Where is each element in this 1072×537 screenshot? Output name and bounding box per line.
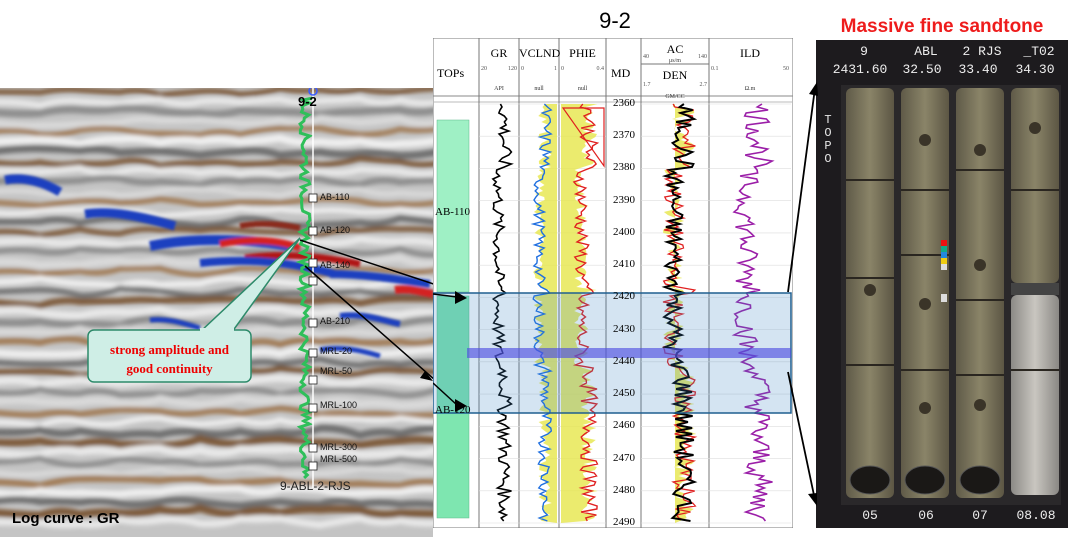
track-unit: API — [494, 86, 504, 92]
core-column-4-lower — [1011, 295, 1059, 495]
track-unit: null — [577, 86, 588, 92]
track-name-phie: PHIE — [569, 46, 596, 60]
core-photo-image — [816, 40, 1068, 528]
depth-label: 2370 — [613, 129, 635, 142]
top-label-ab110: AB-110 — [435, 206, 471, 218]
track-name-ac: AC — [666, 42, 684, 56]
log-curve-label: Log curve : GR — [12, 510, 120, 527]
core-photo-title: Massive fine sandtone — [840, 16, 1044, 37]
depth-label: 2380 — [613, 161, 635, 174]
md-header: MD — [611, 66, 631, 80]
core-arrows — [787, 82, 818, 506]
horizon-label: MRL-100 — [320, 400, 358, 410]
core-column-2 — [901, 88, 949, 498]
thin-band — [467, 348, 791, 358]
horizon-label: AB-210 — [320, 316, 351, 326]
depth-label: 2490 — [613, 516, 635, 528]
depth-label: 2390 — [613, 193, 635, 206]
seismic-section-panel: strong amplitude and good continuity 9-2… — [0, 88, 433, 537]
depth-label: 2470 — [613, 451, 635, 464]
track-max: 1 — [554, 66, 557, 72]
core-header-depth: 32.50 — [902, 62, 942, 77]
track-max: 0.4 — [596, 66, 605, 72]
track-unit: null — [534, 86, 544, 92]
core-box-number: 08.08 — [1016, 508, 1056, 523]
callout-line-2: good continuity — [126, 361, 213, 376]
well-label-bottom: 9-ABL-2-RJS — [280, 479, 351, 493]
track-unit: μs/m — [669, 58, 681, 64]
horizon-label: MRL-50 — [320, 366, 353, 376]
track-min: 1.7 — [643, 82, 651, 88]
track-min: 0 — [561, 66, 564, 72]
well-log-chart — [432, 37, 794, 529]
core-header-depth: 34.30 — [1015, 62, 1055, 77]
core-column-3 — [956, 88, 1004, 498]
well-name-label: 9-2 — [298, 94, 317, 109]
track-name-ild: ILD — [740, 46, 760, 60]
horizon-label: AB-140 — [320, 260, 351, 270]
track-name-gr: GR — [490, 46, 508, 60]
horizon-label: MRL-500 — [320, 454, 358, 464]
depth-label: 2410 — [613, 258, 635, 271]
track-max: 140 — [698, 54, 707, 60]
horizon-label: MRL-20 — [320, 346, 353, 356]
tops-header: TOPs — [437, 66, 465, 80]
top-block-ab110 — [436, 119, 470, 293]
callout-box — [87, 329, 252, 383]
seismic-section-image — [0, 88, 433, 537]
depth-label: 2420 — [613, 290, 635, 303]
core-column-4-upper — [1011, 88, 1059, 283]
track-min: 20 — [481, 66, 487, 72]
core-header-top: 9 — [860, 44, 868, 59]
core-header-depth: 2431.60 — [832, 62, 888, 77]
core-box-number: 07 — [972, 508, 988, 523]
figure-title: 9-2 — [599, 8, 631, 33]
core-header-top: ABL — [914, 44, 938, 59]
depth-label: 2450 — [613, 387, 635, 400]
depth-label: 2480 — [613, 483, 635, 496]
top-label-ab120: AB-120 — [435, 404, 471, 416]
horizon-label: MRL-300 — [320, 442, 358, 452]
track-max: 2.7 — [699, 82, 708, 88]
core-header-depth: 33.40 — [958, 62, 998, 77]
track-min: 0.1 — [711, 66, 719, 72]
track-unit: GM/CC — [665, 94, 685, 100]
core-box-number: 05 — [862, 508, 878, 523]
horizon-label: AB-110 — [320, 192, 350, 202]
horizon-label: AB-120 — [320, 225, 351, 235]
track-name-vclnd: VCLND — [519, 46, 561, 60]
depth-label: 2360 — [613, 97, 635, 109]
depth-label: 2400 — [613, 225, 635, 238]
core-header-top: _T02 — [1023, 44, 1055, 59]
track-max: 120 — [508, 66, 517, 72]
track-unit: Ω.m — [744, 86, 756, 92]
track-max: 50 — [783, 66, 789, 72]
depth-label: 2460 — [613, 419, 635, 432]
gr-log-trace — [295, 96, 315, 480]
well-log-panel: TOPs MD GR 20 120 API VCLND 0 1 null PHIE 0 0.4 nul… — [432, 37, 794, 529]
depth-label: 2440 — [613, 354, 635, 367]
track-min: 40 — [643, 54, 649, 60]
track-name-den: DEN — [662, 68, 688, 82]
depth-label: 2430 — [613, 322, 635, 335]
core-header-top: 2 RJS — [962, 44, 1002, 59]
core-box-number: 06 — [918, 508, 934, 523]
track-min: 0 — [521, 66, 524, 72]
callout-line-1: strong amplitude and — [110, 342, 229, 357]
